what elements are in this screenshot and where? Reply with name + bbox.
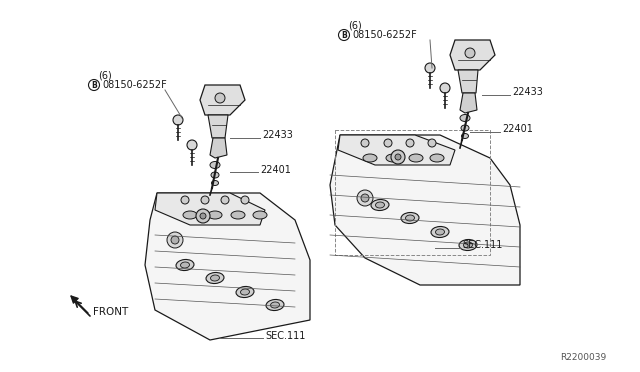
- Circle shape: [173, 115, 183, 125]
- Polygon shape: [338, 135, 455, 165]
- Ellipse shape: [210, 161, 220, 169]
- Polygon shape: [208, 115, 228, 138]
- Text: 08150-6252F: 08150-6252F: [102, 80, 167, 90]
- Ellipse shape: [406, 215, 415, 221]
- Text: (6): (6): [98, 71, 112, 81]
- Ellipse shape: [271, 302, 280, 308]
- Ellipse shape: [208, 211, 222, 219]
- Circle shape: [181, 196, 189, 204]
- Circle shape: [425, 63, 435, 73]
- Circle shape: [339, 29, 349, 41]
- Circle shape: [428, 139, 436, 147]
- Ellipse shape: [430, 154, 444, 162]
- Ellipse shape: [461, 125, 469, 131]
- Polygon shape: [460, 93, 477, 113]
- Circle shape: [200, 213, 206, 219]
- Ellipse shape: [431, 227, 449, 237]
- Ellipse shape: [206, 272, 224, 283]
- Ellipse shape: [211, 172, 219, 178]
- Circle shape: [221, 196, 229, 204]
- Circle shape: [196, 209, 210, 223]
- Ellipse shape: [409, 154, 423, 162]
- Ellipse shape: [460, 115, 470, 122]
- Ellipse shape: [211, 180, 218, 186]
- Polygon shape: [450, 40, 495, 70]
- Ellipse shape: [461, 134, 468, 138]
- Ellipse shape: [435, 229, 445, 235]
- Polygon shape: [330, 135, 520, 285]
- Ellipse shape: [176, 259, 194, 270]
- Circle shape: [361, 194, 369, 202]
- Circle shape: [465, 48, 475, 58]
- Text: SEC.111: SEC.111: [462, 240, 502, 250]
- Text: SEC.111: SEC.111: [265, 331, 305, 341]
- Text: 22401: 22401: [502, 124, 533, 134]
- Text: (6): (6): [348, 21, 362, 31]
- Ellipse shape: [401, 212, 419, 224]
- Ellipse shape: [463, 242, 472, 248]
- Polygon shape: [210, 138, 227, 158]
- Ellipse shape: [241, 289, 250, 295]
- Ellipse shape: [180, 262, 189, 268]
- Circle shape: [201, 196, 209, 204]
- Ellipse shape: [371, 199, 389, 211]
- Circle shape: [171, 236, 179, 244]
- Ellipse shape: [363, 154, 377, 162]
- Ellipse shape: [183, 211, 197, 219]
- Ellipse shape: [211, 275, 220, 281]
- Circle shape: [406, 139, 414, 147]
- Polygon shape: [200, 85, 245, 115]
- Circle shape: [167, 232, 183, 248]
- Text: 22433: 22433: [512, 87, 543, 97]
- Ellipse shape: [253, 211, 267, 219]
- Polygon shape: [458, 70, 478, 93]
- Text: R2200039: R2200039: [560, 353, 606, 362]
- Text: B: B: [91, 80, 97, 90]
- Ellipse shape: [376, 202, 385, 208]
- Ellipse shape: [386, 154, 400, 162]
- Circle shape: [357, 190, 373, 206]
- Circle shape: [241, 196, 249, 204]
- Text: 22433: 22433: [262, 130, 293, 140]
- Ellipse shape: [231, 211, 245, 219]
- Circle shape: [391, 150, 405, 164]
- Text: 08150-6252F: 08150-6252F: [352, 30, 417, 40]
- Text: B: B: [341, 31, 347, 39]
- Circle shape: [215, 93, 225, 103]
- Ellipse shape: [266, 299, 284, 311]
- Circle shape: [384, 139, 392, 147]
- Circle shape: [440, 83, 450, 93]
- Ellipse shape: [459, 240, 477, 250]
- Text: FRONT: FRONT: [93, 307, 128, 317]
- Polygon shape: [155, 193, 265, 225]
- Polygon shape: [145, 193, 310, 340]
- Circle shape: [88, 80, 99, 90]
- Text: 22401: 22401: [260, 165, 291, 175]
- Circle shape: [187, 140, 197, 150]
- Circle shape: [361, 139, 369, 147]
- Ellipse shape: [236, 286, 254, 298]
- Circle shape: [395, 154, 401, 160]
